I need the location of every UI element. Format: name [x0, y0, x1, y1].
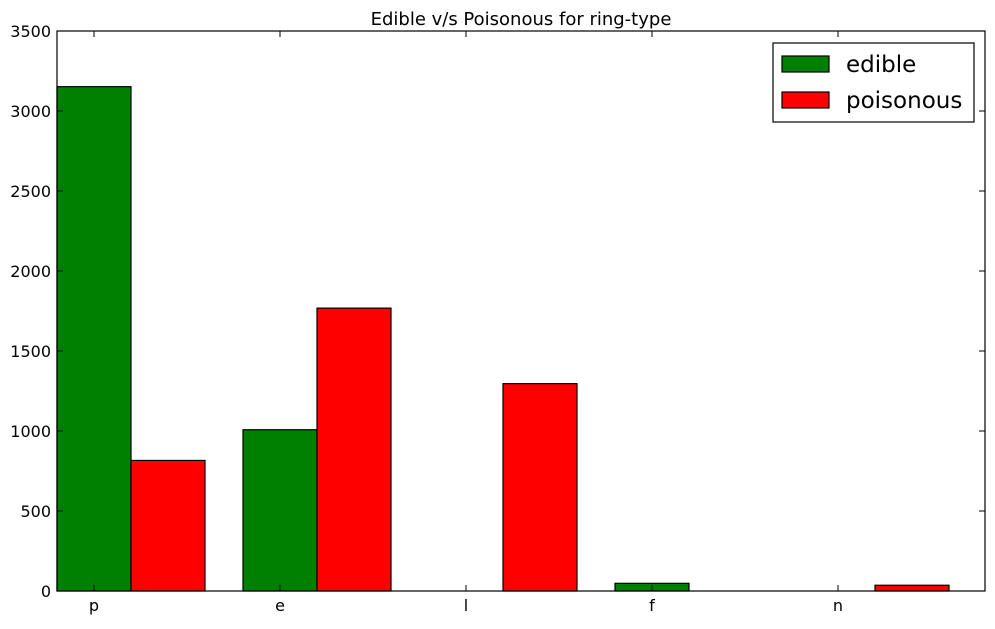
plot-frame: [56, 30, 986, 592]
bar-poisonous-p: [130, 459, 206, 592]
x-tick-label: f: [649, 596, 655, 615]
legend-swatch-poisonous: [781, 91, 830, 109]
legend: edible poisonous: [772, 42, 975, 123]
bars-layer: [56, 86, 950, 592]
y-tick-label: 1500: [10, 342, 51, 361]
y-tick-label: 3000: [10, 102, 51, 121]
chart-title: Edible v/s Poisonous for ring-type: [371, 9, 672, 30]
bar-edible-p: [56, 86, 132, 592]
y-tick-label: 0: [41, 582, 51, 601]
y-tick-label: 2500: [10, 182, 51, 201]
bar-poisonous-n: [874, 584, 950, 592]
y-tick-label: 500: [20, 502, 51, 521]
bar-poisonous-e: [316, 307, 392, 592]
bar-edible-e: [242, 429, 318, 592]
x-tick-label: e: [275, 596, 285, 615]
y-tick-label: 2000: [10, 262, 51, 281]
y-tick-label: 1000: [10, 422, 51, 441]
y-tick-label: 3500: [10, 22, 51, 41]
bar-poisonous-l: [502, 383, 578, 592]
x-tick-label: p: [89, 596, 99, 615]
legend-label-poisonous: poisonous: [846, 88, 962, 114]
x-tick-label: n: [833, 596, 843, 615]
legend-label-edible: edible: [846, 52, 916, 78]
ticks-layer: 0 500 1000 1500 2000 2500 3000 3500 p e l f n: [10, 22, 985, 615]
x-tick-label: l: [464, 596, 468, 615]
legend-swatch-edible: [781, 55, 830, 73]
